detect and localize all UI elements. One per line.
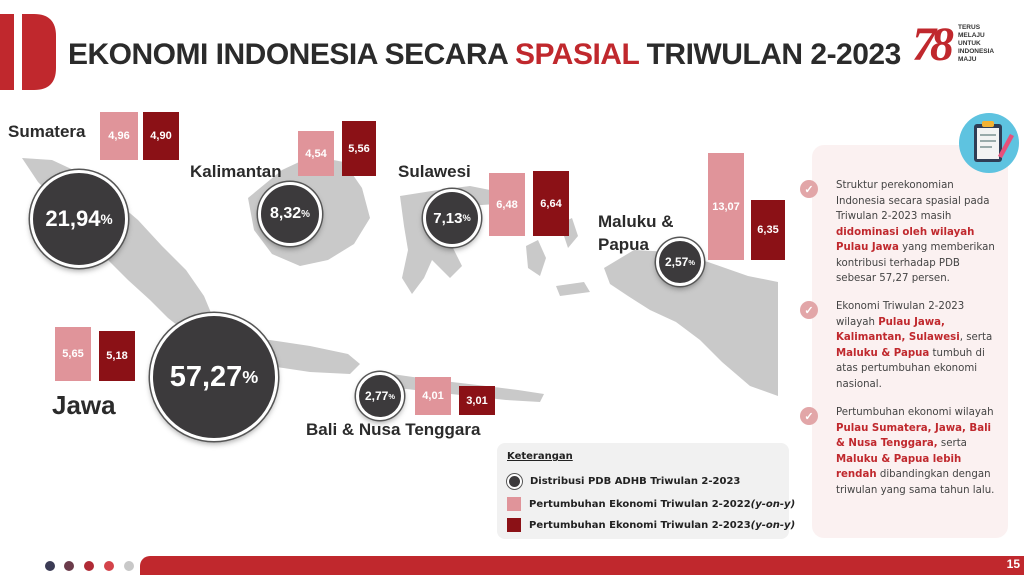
share-value: 21,94 (45, 206, 101, 231)
footer-dot-5 (124, 561, 134, 571)
check-icon: ✓ (800, 180, 818, 198)
legend-label-italic: (y-on-y) (750, 519, 796, 531)
growth-2023-jawa: 5,18 (99, 331, 135, 381)
region-label-sulawesi: Sulawesi (398, 162, 471, 181)
map-bali-nusa (366, 374, 544, 402)
logo-text-2: MELAJU (958, 32, 985, 39)
percent-sign: % (301, 208, 310, 220)
legend-box (497, 443, 789, 539)
legend-item-growth-2023: Pertumbuhan Ekonomi Triwulan 2-2023 (y-o… (507, 518, 795, 532)
legend-swatch-2022 (507, 497, 521, 511)
share-value: 57,27 (169, 360, 243, 393)
legend-item-growth-2022: Pertumbuhan Ekonomi Triwulan 2-2022 (y-o… (507, 497, 795, 511)
share-bubble-maluku-papua: 2,57% (656, 238, 704, 286)
share-bubble-sumatera: 21,94% (30, 170, 128, 268)
legend-label: Pertumbuhan Ekonomi Triwulan 2-2023 (529, 519, 751, 531)
percent-sign: % (100, 211, 113, 227)
note-3: ✓ Pertumbuhan ekonomi wilayah Pulau Suma… (800, 405, 1010, 505)
share-value: 8,32 (270, 205, 302, 222)
page-title: EKONOMI INDONESIA SECARA SPASIAL TRIWULA… (68, 38, 901, 71)
growth-2022-jawa: 5,65 (55, 327, 91, 381)
region-label-bali-nusa: Bali & Nusa Tenggara (306, 420, 481, 439)
map-maluku (526, 218, 590, 296)
logo-number: 78 (912, 18, 954, 71)
percent-sign: % (462, 213, 471, 223)
note-1-text: Struktur perekonomian Indonesia secara s… (836, 180, 995, 284)
logo-text-1: TERUS (958, 24, 981, 31)
region-label-jawa: Jawa (52, 390, 116, 420)
growth-2023-sumatera: 4,90 (143, 112, 179, 160)
share-bubble-kalimantan: 8,32% (258, 182, 322, 246)
logo-text-5: MAJU (958, 56, 977, 63)
legend-circle-icon (507, 474, 522, 489)
share-value: 7,13 (433, 209, 463, 227)
growth-2022-sumatera: 4,96 (100, 112, 138, 160)
legend-label-italic: (y-on-y) (750, 498, 796, 510)
footer-dot-3 (84, 561, 94, 571)
note-2: ✓ Ekonomi Triwulan 2-2023 wilayah Pulau … (800, 299, 1010, 394)
percent-sign: % (688, 257, 695, 267)
check-icon: ✓ (800, 407, 818, 425)
share-bubble-bali-nusa: 2,77% (356, 372, 404, 420)
region-label-kalimantan: Kalimantan (190, 162, 282, 181)
share-bubble-sulawesi: 7,13% (423, 189, 481, 247)
footer-dot-4 (104, 561, 114, 571)
logo-78: 78 TERUS MELAJU UNTUK INDONESIA MAJU (912, 18, 1022, 78)
footer-dot-2 (64, 561, 74, 571)
growth-2022-sulawesi: 6,48 (489, 173, 525, 236)
note-2-text: Ekonomi Triwulan 2-2023 wilayah Pulau Ja… (836, 301, 993, 390)
check-icon: ✓ (800, 301, 818, 319)
note-3-text: Pertumbuhan ekonomi wilayah Pulau Sumate… (836, 407, 995, 496)
share-bubble-jawa: 57,27% (150, 313, 278, 441)
growth-2023-sulawesi: 6,64 (533, 171, 569, 236)
legend-title: Keterangan (507, 451, 573, 462)
map-papua (604, 250, 778, 396)
legend-label: Pertumbuhan Ekonomi Triwulan 2-2022 (529, 498, 751, 510)
growth-2022-kalimantan: 4,54 (298, 131, 334, 176)
growth-2022-maluku-papua: 13,07 (708, 153, 744, 260)
percent-sign: % (388, 391, 395, 401)
growth-2023-bali-nusa: 3,01 (459, 386, 495, 415)
region-label-papua: Papua (598, 235, 650, 254)
footer-dot-1 (45, 561, 55, 571)
legend-item-distribusi: Distribusi PDB ADHB Triwulan 2-2023 (507, 474, 740, 489)
growth-2022-bali-nusa: 4,01 (415, 377, 451, 415)
page-number: 15 (1006, 557, 1020, 571)
logo-text-4: INDONESIA (958, 48, 995, 55)
region-label-maluku: Maluku & (598, 212, 674, 231)
region-label-sumatera: Sumatera (8, 122, 86, 141)
growth-2023-kalimantan: 5,56 (342, 121, 376, 176)
note-1: ✓ Struktur perekonomian Indonesia secara… (800, 178, 1010, 288)
footer-bar (140, 556, 1024, 575)
share-value: 2,57 (665, 255, 689, 269)
notes-panel (812, 145, 1008, 538)
share-value: 2,77 (365, 389, 389, 403)
growth-2023-maluku-papua: 6,35 (751, 200, 785, 260)
region-label-maluku-papua: Maluku & Papua (598, 210, 674, 256)
logo-text-3: UNTUK (958, 40, 981, 47)
legend-swatch-2023 (507, 518, 521, 532)
percent-sign: % (242, 366, 259, 387)
decor-bracket (0, 14, 56, 90)
legend-label: Distribusi PDB ADHB Triwulan 2-2023 (530, 476, 741, 487)
clipboard-icon (958, 112, 1020, 174)
